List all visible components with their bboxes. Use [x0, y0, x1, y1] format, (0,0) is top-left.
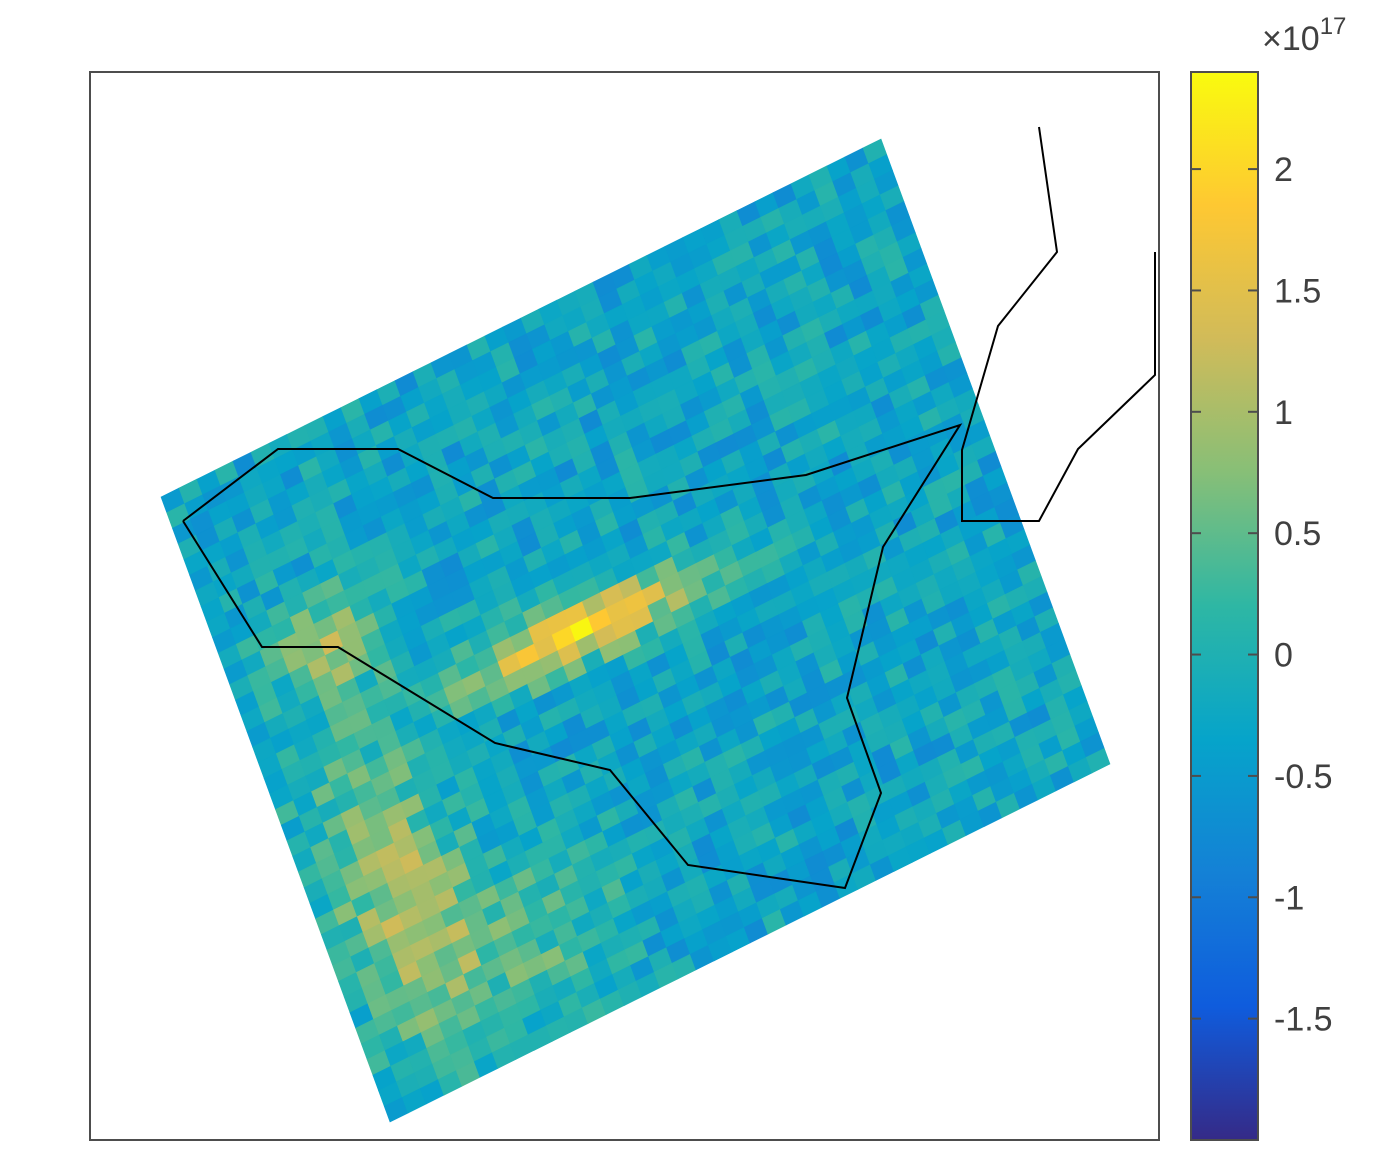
- colorbar: 2 1.5 1 0.5 0 -0.5 -1 -1.5 ×1017: [1190, 13, 1346, 1141]
- colorbar-tick-label: 0.5: [1274, 515, 1321, 553]
- plot-frame: [89, 71, 1160, 1141]
- colorbar-tick-label: -1: [1274, 879, 1304, 917]
- colorbar-frame: [1190, 71, 1259, 1141]
- colorbar-tick-label: -0.5: [1274, 758, 1333, 796]
- colorbar-tick-label: -1.5: [1274, 1001, 1333, 1039]
- colorbar-exponent-label: ×1017: [1262, 13, 1346, 58]
- exponent-power: 17: [1320, 13, 1347, 40]
- region-outline: [182, 423, 963, 890]
- colorbar-tick-label: 1: [1274, 394, 1293, 432]
- exponent-base: ×10: [1262, 20, 1320, 58]
- heatmap-cell: [1085, 747, 1111, 774]
- colorbar-tick-label: 1.5: [1274, 272, 1321, 310]
- coastline-northeast: [961, 126, 1156, 522]
- outlines: [182, 126, 1156, 890]
- colorbar-gradient: [1191, 72, 1258, 1140]
- colorbar-tick-label: 2: [1274, 151, 1293, 189]
- colorbar-tick-label: 0: [1274, 637, 1293, 675]
- plot-area: [89, 71, 1160, 1141]
- heatmap: [160, 138, 1111, 1123]
- colorbar-ticks: 2 1.5 1 0.5 0 -0.5 -1 -1.5: [1191, 151, 1333, 1039]
